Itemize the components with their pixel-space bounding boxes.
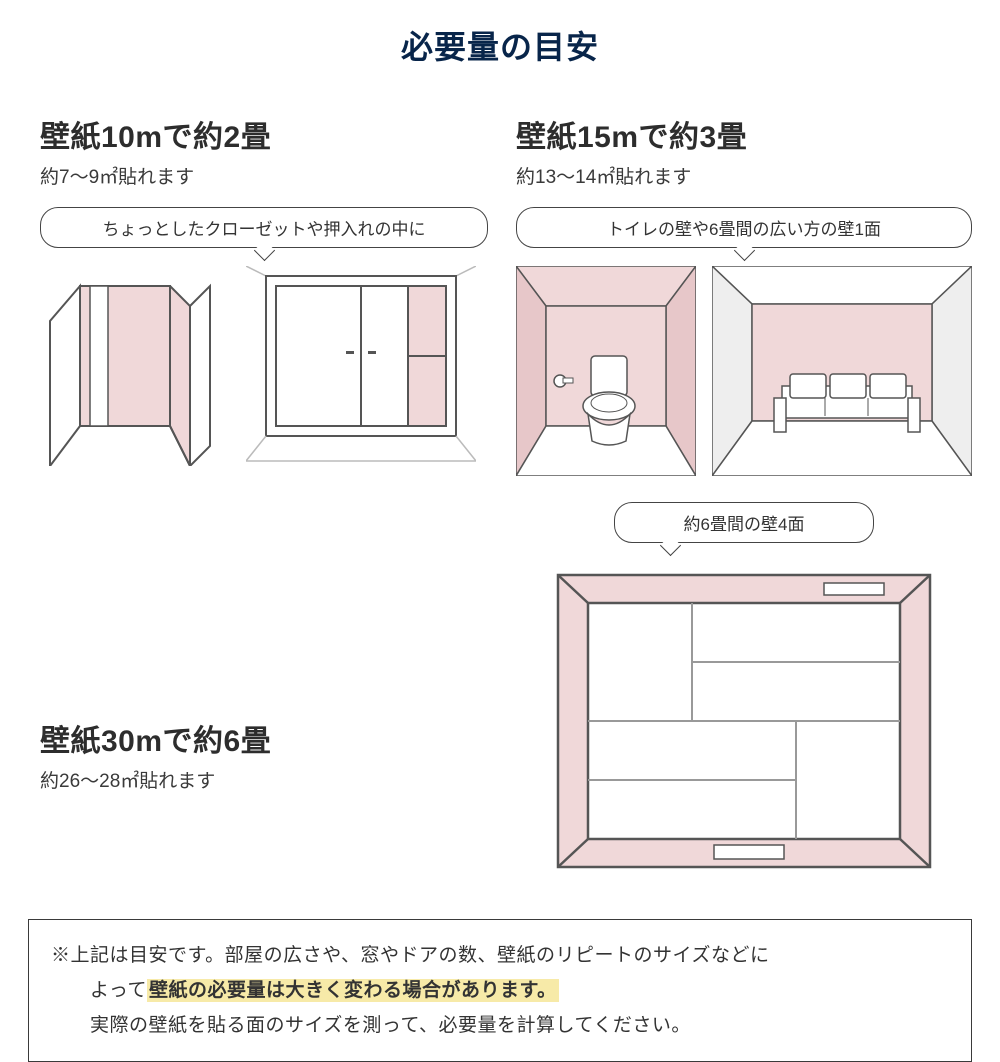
- closet-open-icon: [40, 266, 230, 466]
- heading-15m: 壁紙15mで約3畳: [516, 112, 972, 156]
- bubble-6jo: 約6畳間の壁4面: [614, 502, 874, 543]
- section-6jo: 約6畳間の壁4面: [516, 502, 972, 881]
- living-room-icon: [712, 266, 972, 476]
- bubble-15m: トイレの壁や6畳間の広い方の壁1面: [516, 207, 972, 248]
- heading-30m: 壁紙30mで約6畳: [40, 716, 488, 760]
- section-10m: 壁紙10mで約2畳 約7～9㎡貼れます ちょっとしたクローゼットや押入れの中に: [40, 112, 488, 476]
- disclaimer-highlight: 壁紙の必要量は大きく変わる場合があります。: [147, 979, 559, 1002]
- section-30m: 壁紙30mで約6畳 約26～28㎡貼れます: [40, 716, 488, 881]
- disclaimer-line2-pre: よって: [51, 980, 147, 1001]
- room-plan-icon: [544, 561, 944, 881]
- toilet-room-icon: [516, 266, 696, 476]
- bubble-10m: ちょっとしたクローゼットや押入れの中に: [40, 207, 488, 248]
- sub-30m: 約26～28㎡貼れます: [40, 766, 488, 793]
- disclaimer-line2: よって壁紙の必要量は大きく変わる場合があります。: [51, 973, 949, 1008]
- heading-10m: 壁紙10mで約2畳: [40, 112, 488, 156]
- page-title: 必要量の目安: [18, 22, 982, 68]
- sub-15m: 約13～14㎡貼れます: [516, 162, 972, 189]
- disclaimer-line3: 実際の壁紙を貼る面のサイズを測って、必要量を計算してください。: [51, 1008, 949, 1043]
- sections-grid: 壁紙10mで約2畳 約7～9㎡貼れます ちょっとしたクローゼットや押入れの中に: [18, 112, 982, 899]
- disclaimer-box: ※上記は目安です。部屋の広さや、窓やドアの数、壁紙のリピートのサイズなどに よっ…: [28, 919, 972, 1062]
- section-15m: 壁紙15mで約3畳 約13～14㎡貼れます トイレの壁や6畳間の広い方の壁1面: [516, 112, 972, 476]
- disclaimer-line1: ※上記は目安です。部屋の広さや、窓やドアの数、壁紙のリピートのサイズなどに: [51, 938, 949, 973]
- sub-10m: 約7～9㎡貼れます: [40, 162, 488, 189]
- closet-closed-icon: [246, 266, 476, 466]
